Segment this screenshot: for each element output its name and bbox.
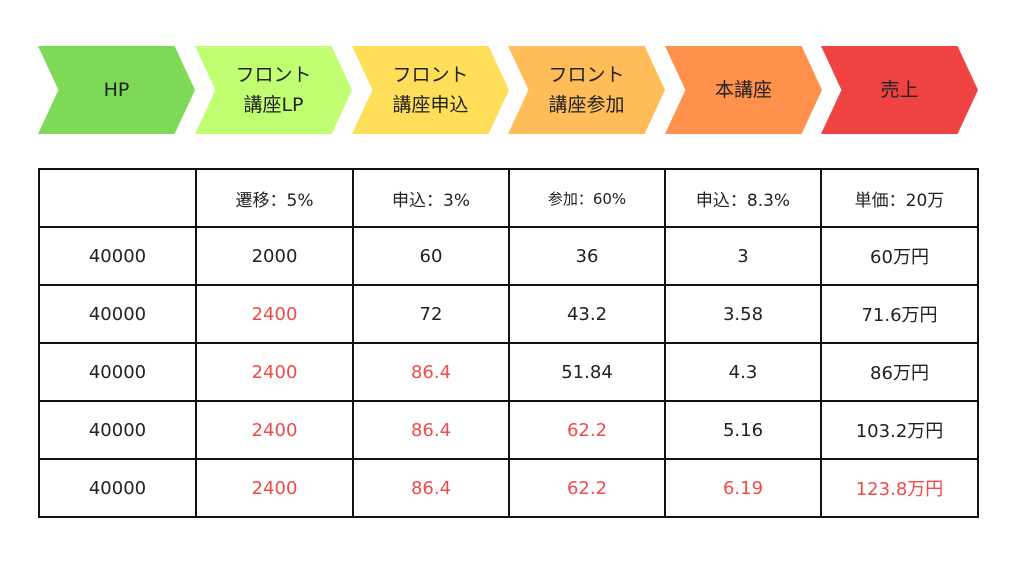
cell: 86万円 [820,342,979,402]
flow-step-front-lp: フロント講座LP [195,46,352,134]
cell: 60万円 [820,226,979,286]
cell: 3.58 [664,284,822,344]
cell: 40000 [38,458,197,518]
cell: 40000 [38,284,197,344]
flow-step-hp: HP [38,46,195,134]
flow-step-sales: 売上 [821,46,978,134]
cell: 40000 [38,226,197,286]
header-row: 遷移：5% 申込：3% 参加：60% 申込：8.3% 単価：20万 [38,168,979,228]
cell: 2400 [195,458,354,518]
header-cell: 申込：3% [352,168,510,228]
flow-step-main-course: 本講座 [665,46,822,134]
table-row: 40000 2400 86.4 62.2 5.16 103.2万円 [38,400,979,460]
step-sublabel: 講座参加 [548,94,625,116]
table-row: 40000 2400 86.4 62.2 6.19 123.8万円 [38,458,979,518]
cell: 71.6万円 [820,284,979,344]
cell: 2400 [195,342,354,402]
cell: 4.3 [664,342,822,402]
table-row: 40000 2400 86.4 51.84 4.3 86万円 [38,342,979,402]
step-sublabel: 講座LP [243,94,304,116]
conversion-table: 遷移：5% 申込：3% 参加：60% 申込：8.3% 単価：20万 40000 … [38,168,979,518]
header-cell: 単価：20万 [820,168,979,228]
cell: 103.2万円 [820,400,979,460]
table-row: 40000 2400 72 43.2 3.58 71.6万円 [38,284,979,344]
cell: 86.4 [352,342,510,402]
step-label: HP [103,79,130,101]
header-cell: 参加：60% [508,168,666,228]
cell: 86.4 [352,458,510,518]
cell: 62.2 [508,458,666,518]
cell: 86.4 [352,400,510,460]
cell: 40000 [38,342,197,402]
cell: 62.2 [508,400,666,460]
header-cell [38,168,197,228]
step-label: フロント [235,64,312,86]
header-cell: 申込：8.3% [664,168,822,228]
cell: 36 [508,226,666,286]
cell: 51.84 [508,342,666,402]
cell: 3 [664,226,822,286]
table-row: 40000 2000 60 36 3 60万円 [38,226,979,286]
cell: 6.19 [664,458,822,518]
cell: 60 [352,226,510,286]
cell: 5.16 [664,400,822,460]
cell: 2400 [195,284,354,344]
cell: 2400 [195,400,354,460]
step-label: 本講座 [714,79,772,101]
step-label: 売上 [880,79,919,101]
flow-step-front-apply: フロント 講座申込 [352,46,509,134]
cell: 123.8万円 [820,458,979,518]
step-label: フロント [392,64,469,86]
flow-step-front-attend: フロント 講座参加 [508,46,665,134]
cell: 2000 [195,226,354,286]
step-sublabel: 講座申込 [392,94,469,116]
cell: 72 [352,284,510,344]
header-cell: 遷移：5% [195,168,354,228]
funnel-flow: HP フロント講座LP フロント講座申込 フロント講座参加 本講座 売上 [0,0,1024,150]
step-label: フロント [548,64,625,86]
cell: 40000 [38,400,197,460]
cell: 43.2 [508,284,666,344]
